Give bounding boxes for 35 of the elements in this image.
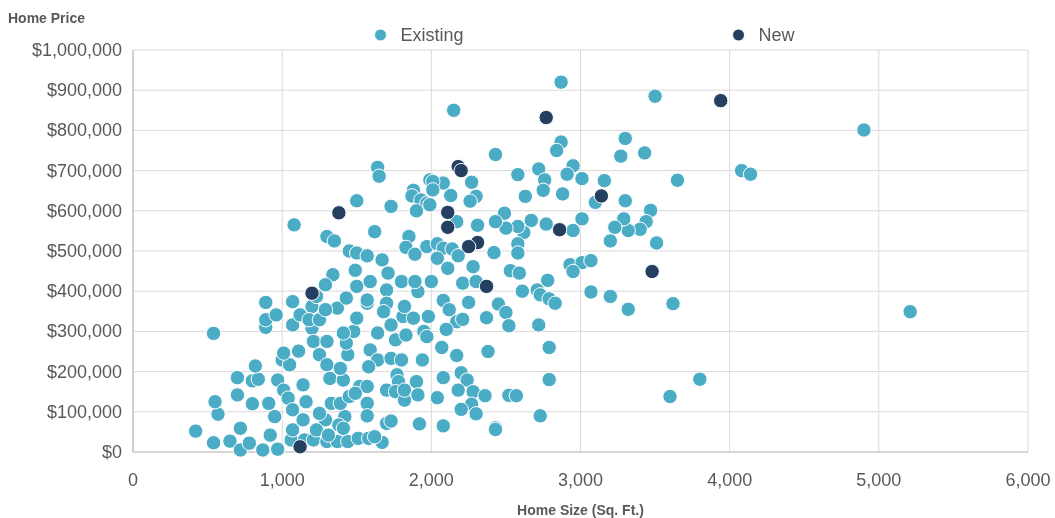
point	[440, 204, 456, 221]
y-tick-label: $700,000	[46, 160, 122, 181]
point	[593, 188, 610, 204]
point	[644, 263, 660, 280]
y-tick-label: $1,000,000	[31, 40, 122, 60]
y-axis-title: Home Price	[8, 10, 86, 26]
point	[460, 238, 477, 255]
point	[478, 278, 495, 295]
x-tick-label: 1,000	[259, 470, 305, 490]
point	[713, 92, 729, 109]
point	[440, 219, 456, 235]
y-tick-label: $900,000	[46, 80, 122, 101]
x-tick-label: 0	[127, 470, 139, 490]
x-tick-label: 3,000	[557, 470, 604, 490]
point	[304, 285, 320, 301]
point	[292, 439, 308, 455]
y-tick-label: $500,000	[46, 241, 122, 261]
point	[538, 109, 554, 126]
y-tick-label: $0	[101, 442, 122, 462]
legend-label: Existing	[400, 25, 464, 45]
y-tick-label: $400,000	[46, 281, 122, 302]
x-tick-label: 6,000	[1005, 470, 1051, 490]
y-tick-label: $100,000	[46, 401, 122, 422]
y-tick-label: $300,000	[46, 321, 122, 342]
point	[551, 221, 568, 238]
x-tick-label: 4,000	[707, 470, 753, 490]
point	[453, 162, 469, 179]
y-tick-label: $800,000	[46, 120, 122, 141]
point	[331, 205, 347, 221]
x-tick-label: 5,000	[856, 470, 902, 490]
x-axis-title: Home Size (Sq. Ft.)	[517, 502, 644, 518]
y-tick-label: $200,000	[46, 361, 122, 382]
legend-label: New	[758, 25, 796, 45]
y-tick-label: $600,000	[46, 200, 122, 221]
x-tick-label: 2,000	[408, 470, 454, 490]
